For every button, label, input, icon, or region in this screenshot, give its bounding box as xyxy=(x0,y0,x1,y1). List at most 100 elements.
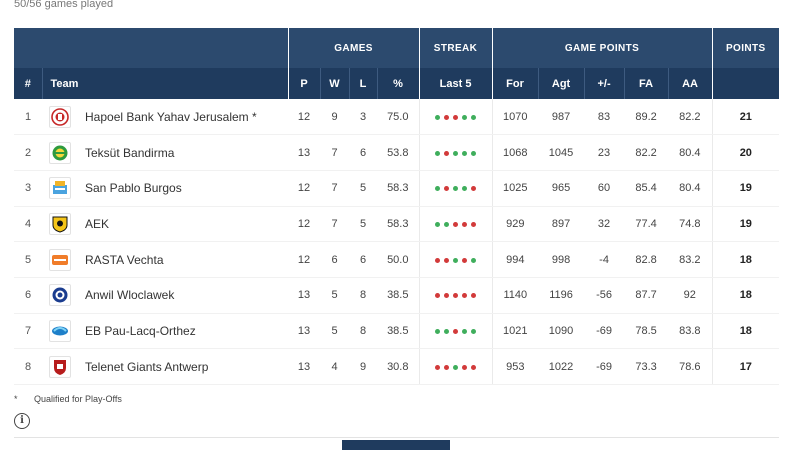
against-cell: 1045 xyxy=(538,134,585,171)
points-cell: 17 xyxy=(711,348,780,385)
team-cell: Teksüt Bandirma xyxy=(42,134,288,171)
pct-cell: 75.0 xyxy=(377,99,420,136)
loss-dot-icon xyxy=(444,150,450,156)
col-lost[interactable]: L xyxy=(349,68,378,99)
anwil-wloclawek-logo-icon xyxy=(49,284,71,307)
fa-cell: 77.4 xyxy=(624,206,669,243)
col-against[interactable]: Agt xyxy=(538,68,585,99)
fa-cell: 78.5 xyxy=(624,313,669,350)
loss-dot-icon xyxy=(471,293,477,299)
pct-cell: 30.8 xyxy=(377,348,420,385)
col-rank[interactable]: # xyxy=(14,68,43,99)
win-dot-icon xyxy=(444,328,450,334)
col-pct[interactable]: % xyxy=(377,68,420,99)
points-cell: 19 xyxy=(711,170,780,207)
table-row[interactable]: 8 Telenet Giants Antwerp 13 4 9 30.8 953 1022 -6… xyxy=(14,348,780,385)
win-dot-icon xyxy=(471,150,477,156)
rank-cell: 5 xyxy=(14,241,42,278)
aek-logo-icon xyxy=(49,212,71,235)
col-fa[interactable]: FA xyxy=(624,68,669,99)
info-icon[interactable]: i xyxy=(14,413,30,429)
table-row[interactable]: 5 RASTA Vechta 12 6 6 50.0 994 998 -4 82.8 83.2 18 xyxy=(14,241,780,278)
rank-cell: 6 xyxy=(14,277,42,314)
header-games: GAMES xyxy=(288,28,420,68)
points-cell: 18 xyxy=(711,241,780,278)
table-row[interactable]: 4 AEK 12 7 5 58.3 929 897 32 77.4 74.8 19 xyxy=(14,206,780,243)
table-row[interactable]: 3 San Pablo Burgos 12 7 5 58.3 1025 965 60 85.4 80… xyxy=(14,170,780,207)
team-name-link[interactable]: Hapoel Bank Yahav Jerusalem * xyxy=(85,109,257,124)
col-last5[interactable]: Last 5 xyxy=(419,68,493,99)
pct-cell: 58.3 xyxy=(377,170,420,207)
lost-cell: 6 xyxy=(349,241,377,278)
loss-dot-icon xyxy=(462,293,468,299)
lost-cell: 8 xyxy=(349,277,377,314)
team-cell: San Pablo Burgos xyxy=(42,170,288,207)
team-name-link[interactable]: Teksüt Bandirma xyxy=(85,145,175,160)
loss-dot-icon xyxy=(462,364,468,370)
team-name-link[interactable]: San Pablo Burgos xyxy=(85,181,182,196)
diff-cell: 60 xyxy=(584,170,625,207)
fa-cell: 85.4 xyxy=(624,170,669,207)
win-dot-icon xyxy=(462,150,468,156)
streak-cell xyxy=(418,348,493,385)
pau-orthez-logo-icon xyxy=(49,319,71,342)
win-dot-icon xyxy=(471,328,477,334)
for-cell: 1140 xyxy=(492,277,539,314)
against-cell: 1196 xyxy=(538,277,585,314)
divider xyxy=(14,437,779,438)
win-dot-icon xyxy=(435,186,441,192)
win-dot-icon xyxy=(471,114,477,120)
loss-dot-icon xyxy=(471,186,477,192)
col-won[interactable]: W xyxy=(320,68,350,99)
table-row[interactable]: 6 Anwil Wloclawek 13 5 8 38.5 1140 1196 -56 87.7 9… xyxy=(14,277,780,314)
team-name-link[interactable]: AEK xyxy=(85,216,110,231)
win-dot-icon xyxy=(435,328,441,334)
legend-text: Qualified for Play-Offs xyxy=(34,394,122,404)
loss-dot-icon xyxy=(462,221,468,227)
loss-dot-icon xyxy=(453,328,459,334)
table-row[interactable]: 7 EB Pau-Lacq-Orthez 13 5 8 38.5 1021 1090 -69 78… xyxy=(14,313,780,350)
lost-cell: 6 xyxy=(349,134,377,171)
team-cell: Telenet Giants Antwerp xyxy=(42,348,288,385)
bottom-tab-button[interactable] xyxy=(342,440,450,450)
loss-dot-icon xyxy=(435,293,441,299)
san-pablo-burgos-logo-icon xyxy=(49,177,71,200)
played-cell: 12 xyxy=(288,241,320,278)
diff-cell: -69 xyxy=(584,348,625,385)
table-row[interactable]: 1 Hapoel Bank Yahav Jerusalem * 12 9 3 75.0 10… xyxy=(14,99,780,136)
team-cell: RASTA Vechta xyxy=(42,241,288,278)
col-points[interactable] xyxy=(712,68,780,99)
aa-cell: 80.4 xyxy=(668,134,713,171)
team-cell: AEK xyxy=(42,206,288,243)
lost-cell: 5 xyxy=(349,206,377,243)
col-team[interactable]: Team xyxy=(42,68,289,99)
team-name-link[interactable]: Anwil Wloclawek xyxy=(85,288,175,303)
pct-cell: 53.8 xyxy=(377,134,420,171)
col-for[interactable]: For xyxy=(492,68,539,99)
rasta-vechta-logo-icon xyxy=(49,248,71,271)
col-aa[interactable]: AA xyxy=(668,68,713,99)
team-name-link[interactable]: RASTA Vechta xyxy=(85,252,164,267)
column-header-row: # Team P W L % Last 5 For Agt +/- FA AA xyxy=(14,68,780,99)
won-cell: 7 xyxy=(320,206,349,243)
legend: * Qualified for Play-Offs xyxy=(14,394,122,404)
against-cell: 897 xyxy=(538,206,585,243)
against-cell: 1090 xyxy=(538,313,585,350)
played-cell: 12 xyxy=(288,170,320,207)
win-dot-icon xyxy=(462,328,468,334)
for-cell: 1070 xyxy=(492,99,539,136)
for-cell: 1025 xyxy=(492,170,539,207)
col-played[interactable]: P xyxy=(288,68,321,99)
col-diff[interactable]: +/- xyxy=(584,68,625,99)
table-row[interactable]: 2 Teksüt Bandirma 13 7 6 53.8 1068 1045 23 82.2 80… xyxy=(14,134,780,171)
win-dot-icon xyxy=(462,114,468,120)
streak-cell xyxy=(418,134,493,171)
loss-dot-icon xyxy=(435,364,441,370)
played-cell: 12 xyxy=(288,206,320,243)
win-dot-icon xyxy=(453,257,459,263)
team-name-link[interactable]: EB Pau-Lacq-Orthez xyxy=(85,323,196,338)
team-cell: Hapoel Bank Yahav Jerusalem * xyxy=(42,99,288,136)
streak-cell xyxy=(418,170,493,207)
lost-cell: 9 xyxy=(349,348,377,385)
team-name-link[interactable]: Telenet Giants Antwerp xyxy=(85,359,209,374)
